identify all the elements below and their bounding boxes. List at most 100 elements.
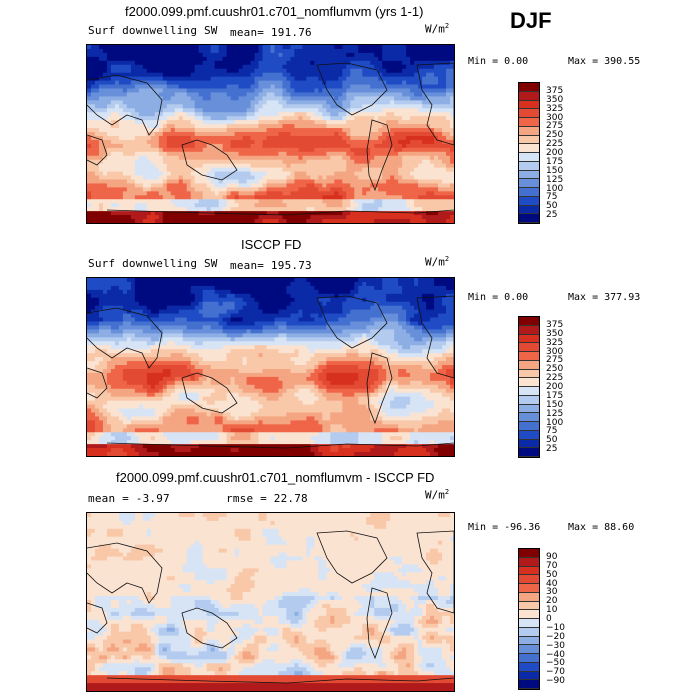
colorbar-segment bbox=[519, 619, 539, 628]
colorbar-segment bbox=[519, 161, 539, 171]
colorbar-tick-label: 25 bbox=[546, 210, 558, 221]
panel-2-mean: mean= 195.73 bbox=[230, 259, 312, 272]
colorbar-segment bbox=[519, 636, 539, 646]
colorbar-segment bbox=[519, 153, 539, 162]
colorbar-tick-label: 200 bbox=[546, 382, 564, 392]
colorbar-segment bbox=[519, 439, 539, 449]
panel-1-variable: Surf downwelling SW bbox=[88, 24, 218, 37]
panel-2-min: Min = 0.00 bbox=[468, 292, 529, 303]
colorbar-tick-label: 200 bbox=[546, 148, 564, 158]
panel-3-min: Min = -96.36 bbox=[468, 522, 541, 533]
colorbar-segment bbox=[519, 118, 539, 127]
panel-1-max: Max = 390.55 bbox=[568, 56, 641, 67]
panel-3-colorbar bbox=[518, 548, 540, 690]
colorbar-tick-label: 75 bbox=[546, 426, 558, 437]
colorbar-tick-label: 250 bbox=[546, 130, 564, 141]
colorbar-segment bbox=[519, 610, 539, 619]
colorbar-tick-label: 375 bbox=[546, 85, 564, 96]
colorbar-segment bbox=[519, 448, 539, 457]
colorbar-segment bbox=[519, 352, 539, 361]
colorbar-tick-label: −10 bbox=[546, 622, 565, 633]
colorbar-segment bbox=[519, 126, 539, 136]
colorbar-tick-label: 275 bbox=[546, 355, 564, 366]
panel-2-variable: Surf downwelling SW bbox=[88, 257, 218, 270]
colorbar-segment bbox=[519, 144, 539, 153]
colorbar-tick-label: 25 bbox=[546, 444, 558, 455]
colorbar-segment bbox=[519, 83, 539, 92]
colorbar-tick-label: 175 bbox=[546, 390, 564, 401]
colorbar-segment bbox=[519, 662, 539, 672]
colorbar-segment bbox=[519, 645, 539, 654]
colorbar-segment bbox=[519, 109, 539, 118]
colorbar-segment bbox=[519, 627, 539, 637]
colorbar-segment bbox=[519, 317, 539, 326]
colorbar-segment bbox=[519, 360, 539, 370]
colorbar-tick-label: 225 bbox=[546, 373, 564, 384]
panel-1-title: f2000.099.pmf.cuushr01.c701_nomflumvm (y… bbox=[125, 4, 424, 19]
panel-1-mean: mean= 191.76 bbox=[230, 26, 312, 39]
colorbar-tick-label: 70 bbox=[546, 560, 558, 571]
panel-3-units: W/m2 bbox=[425, 488, 450, 502]
colorbar-segment bbox=[519, 196, 539, 206]
colorbar-tick-label: 325 bbox=[546, 103, 564, 114]
colorbar-segment bbox=[519, 654, 539, 663]
colorbar-tick-label: −90 bbox=[546, 676, 565, 687]
colorbar-segment bbox=[519, 430, 539, 440]
panel-1-min: Min = 0.00 bbox=[468, 56, 529, 67]
colorbar-tick-label: 50 bbox=[546, 201, 558, 212]
colorbar-segment bbox=[519, 214, 539, 223]
panel-3-map bbox=[86, 512, 455, 692]
colorbar-tick-label: 275 bbox=[546, 121, 564, 132]
panel-2-max: Max = 377.93 bbox=[568, 292, 641, 303]
colorbar-segment bbox=[519, 188, 539, 197]
colorbar-tick-label: 350 bbox=[546, 328, 564, 339]
colorbar-tick-label: −40 bbox=[546, 649, 565, 660]
colorbar-segment bbox=[519, 135, 539, 145]
colorbar-tick-label: 30 bbox=[546, 587, 558, 598]
colorbar-tick-label: 50 bbox=[546, 569, 558, 580]
panel-1-map bbox=[86, 44, 455, 224]
colorbar-tick-label: 20 bbox=[546, 596, 558, 607]
colorbar-segment bbox=[519, 325, 539, 335]
panel-3-title: f2000.099.pmf.cuushr01.c701_nomflumvm - … bbox=[116, 470, 435, 485]
colorbar-segment bbox=[519, 549, 539, 558]
colorbar-tick-label: 100 bbox=[546, 183, 564, 194]
panel-2-map bbox=[86, 277, 455, 457]
colorbar-tick-label: 150 bbox=[546, 399, 564, 410]
colorbar-segment bbox=[519, 334, 539, 344]
colorbar-segment bbox=[519, 575, 539, 584]
colorbar-segment bbox=[519, 170, 539, 180]
colorbar-segment bbox=[519, 584, 539, 593]
colorbar-tick-label: −70 bbox=[546, 667, 565, 678]
colorbar-tick-label: 100 bbox=[546, 417, 564, 428]
panel-1-colorbar bbox=[518, 82, 540, 224]
colorbar-tick-label: 10 bbox=[546, 605, 558, 616]
colorbar-tick-label: 150 bbox=[546, 165, 564, 176]
colorbar-segment bbox=[519, 100, 539, 110]
colorbar-segment bbox=[519, 378, 539, 387]
colorbar-tick-label: 300 bbox=[546, 112, 564, 123]
colorbar-tick-label: −30 bbox=[546, 640, 565, 651]
colorbar-tick-label: 325 bbox=[546, 337, 564, 348]
panel-2-units: W/m2 bbox=[425, 255, 450, 269]
colorbar-tick-label: 300 bbox=[546, 346, 564, 357]
colorbar-segment bbox=[519, 592, 539, 602]
colorbar-tick-label: 0 bbox=[546, 614, 552, 624]
colorbar-tick-label: −50 bbox=[546, 658, 565, 669]
colorbar-segment bbox=[519, 179, 539, 188]
colorbar-segment bbox=[519, 343, 539, 352]
colorbar-segment bbox=[519, 557, 539, 567]
colorbar-tick-label: 175 bbox=[546, 156, 564, 167]
colorbar-segment bbox=[519, 369, 539, 379]
colorbar-segment bbox=[519, 566, 539, 576]
colorbar-tick-label: 125 bbox=[546, 174, 564, 185]
panel-1-units: W/m2 bbox=[425, 22, 450, 36]
panel-2-title: ISCCP FD bbox=[241, 237, 302, 252]
colorbar-segment bbox=[519, 680, 539, 689]
colorbar-tick-label: 125 bbox=[546, 408, 564, 419]
colorbar-segment bbox=[519, 413, 539, 422]
colorbar-tick-label: 225 bbox=[546, 139, 564, 150]
colorbar-segment bbox=[519, 601, 539, 611]
colorbar-tick-label: −20 bbox=[546, 631, 565, 642]
panel-3-rmse: rmse = 22.78 bbox=[226, 492, 308, 505]
